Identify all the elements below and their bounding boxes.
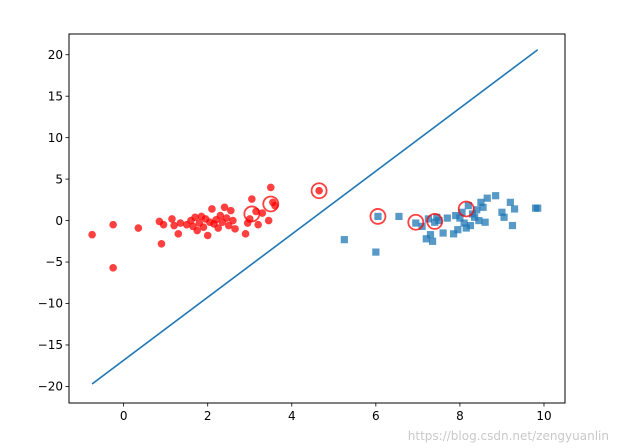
red-point-29 (222, 214, 231, 222)
x-tick-label-2: 2 (204, 409, 212, 423)
red-point-41 (264, 216, 273, 225)
y-tick-label-0: 0 (55, 214, 63, 228)
blue-point-14 (443, 214, 451, 222)
y-tick-label-5: 5 (55, 172, 63, 186)
blue-point-33 (498, 208, 506, 216)
series-2 (243, 182, 475, 231)
red-point-32 (229, 216, 237, 225)
y-tick-label-20: 20 (48, 48, 63, 62)
y-axis-ticks: −20 −15 −10 −5 0 5 10 15 20 (38, 48, 69, 394)
red-point-33 (231, 225, 239, 233)
blue-point-8 (426, 231, 435, 239)
blue-point-20 (460, 219, 468, 227)
decision-boundary-line (91, 49, 539, 385)
blue-point-27 (475, 216, 483, 225)
x-tick-label-6: 6 (372, 409, 380, 423)
blue-point-26 (473, 206, 481, 214)
blue-point-35 (506, 198, 514, 206)
blue-point-25 (471, 213, 479, 221)
blue-point-4 (412, 219, 420, 227)
red-point-14 (191, 213, 199, 222)
highlight-ring-0 (243, 205, 261, 223)
highlight-ring-3 (369, 208, 387, 225)
red-point-28 (220, 203, 229, 212)
highlight-ring-2 (310, 182, 328, 200)
red-point-0 (88, 230, 96, 239)
blue-point-2 (374, 212, 382, 221)
blue-point-15 (450, 230, 458, 238)
y-tick-label-10: 10 (48, 131, 63, 145)
red-point-18 (199, 223, 208, 232)
blue-point-39 (534, 204, 542, 212)
blue-point-0 (340, 236, 348, 244)
y-tick-label--15: −15 (38, 338, 63, 352)
highlight-ring-1 (262, 195, 280, 213)
red-point-5 (157, 239, 166, 248)
x-tick-label-8: 8 (456, 409, 464, 423)
x-tick-label-0: 0 (120, 409, 128, 423)
red-point-40 (258, 209, 267, 217)
series-0 (88, 183, 323, 272)
watermark: https://blog.csdn.net/zengyuanlin (408, 429, 609, 443)
blue-point-30 (481, 218, 489, 226)
blue-point-21 (462, 224, 470, 232)
blue-point-22 (464, 202, 472, 210)
blue-point-29 (479, 203, 487, 211)
plot-background (69, 34, 565, 403)
blue-point-17 (454, 226, 462, 234)
blue-point-36 (508, 221, 517, 230)
x-tick-label-4: 4 (288, 409, 296, 423)
red-point-31 (227, 206, 235, 215)
y-tick-label--10: −10 (38, 297, 63, 311)
red-point-6 (159, 220, 168, 229)
blue-point-18 (456, 214, 464, 222)
blue-point-32 (492, 192, 500, 200)
red-point-37 (248, 195, 256, 203)
red-point-20 (203, 231, 212, 240)
red-point-39 (254, 220, 262, 229)
red-point-2 (109, 264, 117, 272)
blue-point-1 (372, 248, 380, 256)
blue-point-16 (452, 211, 460, 220)
blue-point-31 (483, 194, 491, 202)
highlight-ring-5 (426, 213, 444, 230)
red-point-9 (174, 230, 183, 238)
blue-point-37 (510, 205, 519, 213)
blue-point-6 (422, 235, 430, 243)
red-point-34 (241, 230, 250, 238)
y-tick-label--20: −20 (38, 380, 63, 394)
red-point-1 (109, 220, 117, 229)
plot-frame (68, 33, 566, 404)
red-point-42 (266, 183, 275, 192)
x-tick-label-10: 10 (536, 409, 551, 423)
red-point-3 (134, 224, 143, 232)
red-point-15 (193, 226, 202, 235)
highlight-ring-4 (407, 213, 425, 231)
series-layer (88, 49, 542, 385)
red-point-26 (216, 211, 225, 220)
blue-point-10 (431, 218, 439, 226)
red-point-22 (208, 205, 216, 213)
blue-point-34 (500, 213, 508, 221)
y-tick-label-15: 15 (48, 89, 63, 103)
red-point-8 (170, 221, 178, 230)
y-tick-label--5: −5 (45, 255, 63, 269)
highlight-ring-6 (457, 200, 475, 218)
blue-point-9 (428, 237, 437, 245)
blue-point-12 (435, 216, 443, 225)
blue-point-13 (439, 229, 447, 237)
blue-point-23 (466, 221, 475, 230)
series-3 (91, 49, 539, 385)
blue-point-28 (477, 198, 485, 206)
blue-point-19 (458, 208, 466, 216)
red-point-10 (176, 219, 185, 227)
red-point-7 (168, 215, 176, 223)
blue-point-3 (395, 212, 403, 221)
x-axis-ticks: 0 2 4 6 8 10 (120, 403, 552, 423)
red-point-30 (224, 221, 233, 230)
red-point-45 (315, 186, 323, 195)
red-point-25 (214, 224, 223, 232)
